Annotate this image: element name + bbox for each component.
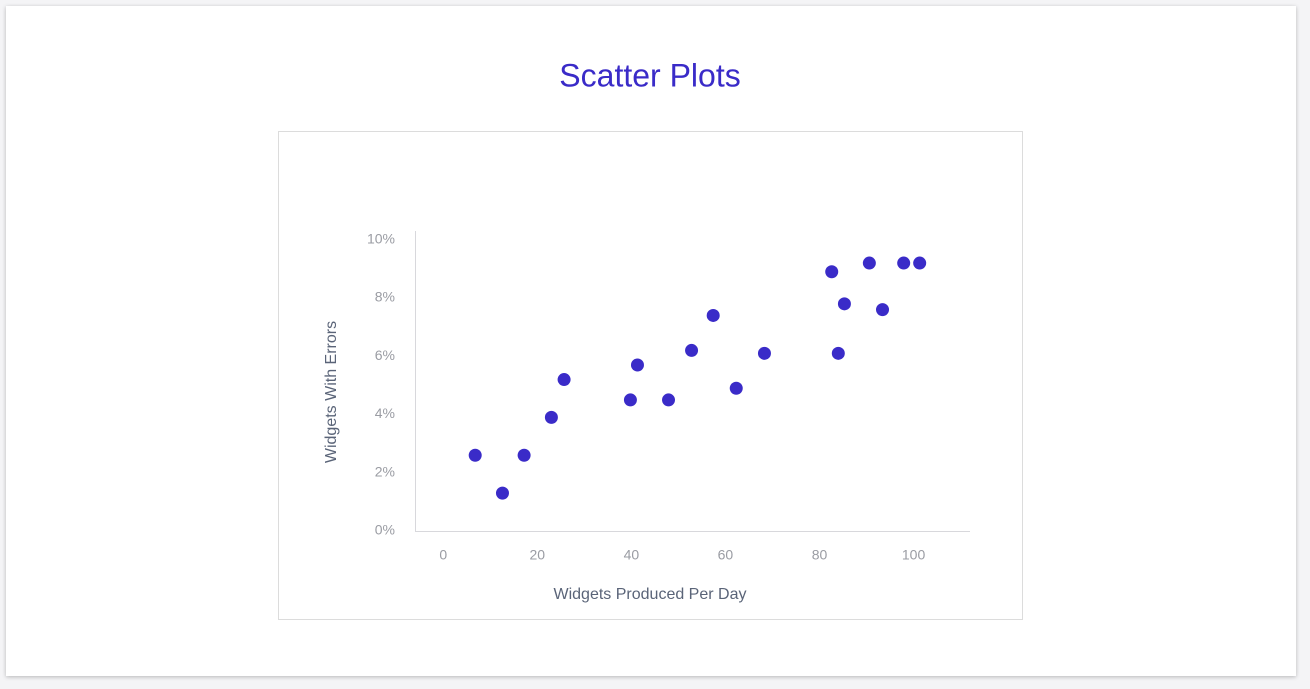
point [706, 308, 720, 322]
point [897, 256, 911, 270]
point [862, 256, 876, 270]
y-tick-label: 8% [375, 289, 395, 305]
x-tick-label: 40 [624, 547, 640, 563]
x-tick-label: 100 [902, 547, 926, 563]
y-tick-label: 6% [375, 347, 395, 363]
x-tick-label: 60 [718, 547, 734, 563]
point [831, 346, 845, 360]
point [662, 393, 676, 407]
x-tick-label: 20 [529, 547, 545, 563]
chart-frame [278, 131, 1023, 620]
y-tick-label: 0% [375, 522, 395, 538]
point [557, 373, 571, 387]
chart-title: Scatter Plots [559, 57, 740, 93]
point [544, 410, 558, 424]
y-tick-label: 10% [367, 230, 395, 246]
point [729, 381, 743, 395]
x-tick-label: 80 [812, 547, 828, 563]
point [468, 448, 482, 462]
y-axis-label: Widgets With Errors [323, 321, 340, 463]
point [517, 448, 531, 462]
point [825, 265, 839, 279]
point [913, 256, 927, 270]
point [757, 346, 771, 360]
point [623, 393, 637, 407]
y-tick-label: 2% [375, 463, 395, 479]
x-axis-label: Widgets Produced Per Day [554, 586, 747, 603]
x-tick-label: 0 [439, 547, 447, 563]
point [685, 343, 699, 357]
y-tick-label: 4% [375, 405, 395, 421]
point [876, 303, 890, 317]
point [495, 486, 509, 500]
card [6, 6, 1296, 676]
point [837, 297, 851, 311]
point [630, 358, 644, 372]
